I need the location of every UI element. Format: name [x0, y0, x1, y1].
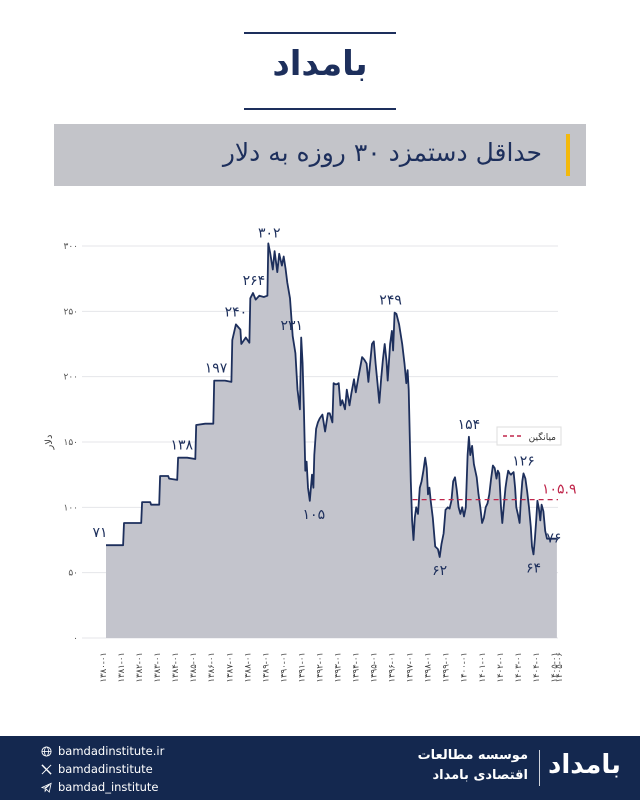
x-tick-label: ۱۳۹۵-۰۱	[370, 652, 380, 682]
y-tick-label: ۵۰	[68, 569, 78, 579]
x-tick-label: ۱۴۰۱-۰۱	[478, 652, 488, 682]
title-bar: حداقل دستمزد ۳۰ روزه به دلار	[54, 124, 586, 186]
data-label: ۱۵۴	[458, 417, 481, 433]
x-tick-label: ۱۳۸۷-۰۱	[225, 652, 235, 682]
data-label: ۷۱	[92, 525, 107, 541]
footer-link-text: bamdad_institute	[58, 780, 159, 794]
data-label: ۳۰۲	[258, 225, 281, 241]
header-rule-top	[244, 32, 396, 34]
title-accent	[566, 134, 570, 176]
x-tick-label: ۱۳۸۰-۰۱	[99, 652, 109, 682]
x-axis-ticks: ۱۳۸۰-۰۱ ۱۳۸۱-۰۱ ۱۳۸۲-۰۱ ۱۳۸۳-۰۱ ۱۳۸۴-۰۱ ۱۳۸۵-…	[99, 652, 565, 682]
data-label: ۲۴۰	[225, 304, 248, 320]
data-label: ۱۲۶	[512, 453, 535, 469]
x-tick-label: ۱۳۸۴-۰۱	[171, 652, 181, 682]
footer-link-website[interactable]: bamdadinstitute.ir	[40, 744, 164, 758]
telegram-icon	[40, 781, 52, 793]
x-tick-label: ۱۳۹۳-۰۱	[334, 652, 344, 682]
footer-link-text: bamdadinstitute.ir	[58, 744, 165, 758]
data-label: ۶۲	[432, 563, 447, 579]
x-tick-label: ۱۳۹۰-۰۱	[279, 652, 289, 682]
mean-label: ۱۰۵.۹	[542, 482, 577, 498]
x-tick-label: ۱۳۹۲-۰۱	[315, 652, 325, 682]
y-axis-ticks: ۰ ۵۰ ۱۰۰ ۱۵۰ ۲۰۰ ۲۵۰ ۳۰۰	[63, 242, 78, 644]
x-tick-label: ۱۳۸۵-۰۱	[189, 652, 199, 682]
x-icon	[40, 763, 52, 775]
x-tick-label: ۱۴۰۵-۰۶	[555, 652, 565, 682]
x-tick-label: ۱۳۸۶-۰۱	[207, 652, 217, 682]
x-tick-label: ۱۳۹۴-۰۱	[352, 652, 362, 682]
x-tick-label: ۱۴۰۲-۰۱	[496, 652, 506, 682]
globe-icon	[40, 745, 52, 757]
series-area	[106, 243, 557, 638]
series-line	[106, 242, 557, 558]
data-label: ۱۳۸	[170, 438, 193, 454]
x-tick-label: ۱۳۹۷-۰۱	[406, 652, 416, 682]
footer-link-text: bamdadinstitute	[58, 762, 153, 776]
data-label: ۲۳۱	[280, 318, 303, 334]
institute-name-line1: موسسه مطالعات	[417, 748, 528, 763]
brand-logo: بامداد	[272, 44, 368, 84]
footer: bamdadinstitute.ir bamdadinstitute bamda…	[0, 736, 640, 800]
y-axis-label: دلار	[44, 435, 55, 451]
footer-logo: بامداد	[548, 750, 621, 780]
y-tick-label: ۳۰۰	[63, 242, 78, 252]
data-label: ۱۰۵	[303, 507, 326, 523]
legend-box	[496, 426, 562, 446]
y-tick-label: ۲۰۰	[63, 373, 78, 383]
x-tick-label: ۱۳۸۸-۰۱	[243, 652, 253, 682]
footer-divider	[539, 750, 540, 786]
legend: میانگین	[496, 426, 562, 446]
data-label: ۲۶۴	[243, 273, 266, 289]
x-tick-label: ۱۳۸۱-۰۱	[117, 652, 127, 682]
x-tick-label: ۱۳۸۳-۰۱	[153, 652, 163, 682]
data-label: ۱۹۷	[205, 361, 228, 377]
x-tick-label: ۱۳۹۸-۰۱	[424, 652, 434, 682]
x-tick-label: ۱۳۹۹-۰۱	[442, 652, 452, 682]
y-tick-label: ۲۵۰	[63, 307, 78, 317]
x-tick-label: ۱۳۹۶-۰۱	[388, 652, 398, 682]
x-tick-label: ۱۴۰۴-۰۱	[532, 652, 542, 682]
chart-area: ۰ ۵۰ ۱۰۰ ۱۵۰ ۲۰۰ ۲۵۰ ۳۰۰ دلار ۱۰۵.۹ ۷۱ ۱۳۸ ۱۹۷ ۲۴…	[44, 225, 577, 682]
legend-label: میانگین	[529, 431, 557, 443]
x-tick-label: ۱۴۰۰-۰۱	[460, 652, 470, 682]
data-labels: ۷۱ ۱۳۸ ۱۹۷ ۲۴۰ ۲۶۴ ۳۰۲ ۲۳۱ ۱۰۵ ۲۴۹ ۶۲ ۱۵۴ ۱۲۶ ۶۴ ۷۶	[92, 225, 561, 579]
chart-title: حداقل دستمزد ۳۰ روزه به دلار	[222, 138, 542, 167]
y-tick-label: ۱۵۰	[63, 438, 78, 448]
y-tick-label: ۰	[73, 634, 78, 644]
footer-link-x[interactable]: bamdadinstitute	[40, 762, 153, 776]
x-tick-label: ۱۳۸۹-۰۱	[261, 652, 271, 682]
y-tick-label: ۱۰۰	[63, 503, 78, 513]
institute-name-line2: اقتصادی بامداد	[432, 768, 528, 783]
data-label: ۷۶	[546, 531, 561, 547]
x-tick-label: ۱۳۸۲-۰۱	[135, 652, 145, 682]
x-tick-label: ۱۳۹۱-۰۱	[297, 652, 307, 682]
x-tick-label: ۱۴۰۵-۰۱	[550, 652, 560, 682]
header-rule-bottom	[244, 108, 396, 110]
data-label: ۲۴۹	[379, 293, 402, 309]
footer-link-telegram[interactable]: bamdad_institute	[40, 780, 159, 794]
data-label: ۶۴	[526, 560, 541, 576]
x-tick-label: ۱۴۰۳-۰۱	[514, 652, 524, 682]
